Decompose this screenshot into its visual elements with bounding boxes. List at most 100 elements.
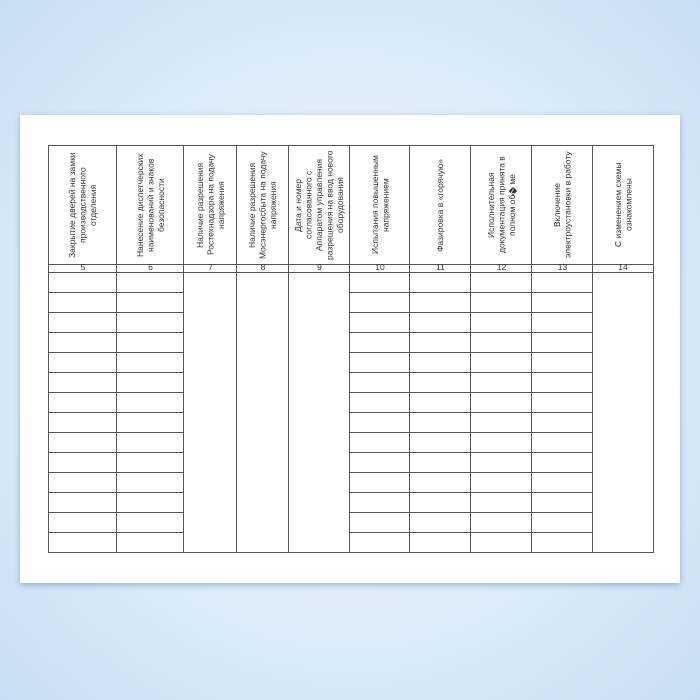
- column-header-text: Нанесение диспетчерских наименований и з…: [134, 153, 166, 257]
- column-number: 10: [350, 263, 410, 273]
- table-row-cell: [49, 433, 117, 453]
- column-body: [471, 273, 532, 553]
- table-row-cell: [49, 473, 117, 493]
- table-row-cell: [532, 373, 593, 393]
- table-row-cell: [117, 293, 184, 313]
- column-header: Закрытие дверей на замки производственно…: [49, 145, 117, 265]
- table-row-cell: [471, 333, 532, 353]
- table-row-cell: [471, 453, 532, 473]
- column-number: 13: [532, 263, 593, 273]
- table-row-cell: [410, 293, 471, 313]
- table-row-cell: [532, 473, 593, 493]
- column-number: 11: [410, 263, 471, 273]
- table-row-cell: [532, 533, 593, 552]
- column-header-text: Фазировка в «горячую»: [435, 158, 446, 252]
- table-column: Включение электроустановки в работу 13: [531, 145, 593, 553]
- column-number: 6: [117, 263, 184, 273]
- column-header: Исполнительная документация принята в по…: [471, 145, 532, 265]
- column-body: [410, 273, 471, 553]
- table-row-cell: [350, 453, 410, 473]
- table-row-cell: [49, 453, 117, 473]
- table-column: Дата и номер согласованного с Аппаратом …: [288, 145, 350, 553]
- table-row-cell: [410, 533, 471, 552]
- table-row-cell: [117, 473, 184, 493]
- table-row-cell: [410, 513, 471, 533]
- table-row-cell: [350, 373, 410, 393]
- table-row-cell: [532, 273, 593, 293]
- table-row-cell: [532, 513, 593, 533]
- column-header-text: Исполнительная документация принята в по…: [485, 156, 517, 254]
- table-row-cell: [532, 293, 593, 313]
- column-header-text: С изменением схемы ознакомлены: [612, 162, 634, 248]
- table-row-cell: [49, 513, 117, 533]
- table-row-cell: [471, 373, 532, 393]
- table-row-cell: [117, 313, 184, 333]
- table-row-cell: [410, 273, 471, 293]
- table-row-cell: [471, 433, 532, 453]
- table-row-cell: [532, 433, 593, 453]
- column-header-text: Дата и номер согласованного с Аппаратом …: [293, 150, 346, 260]
- column-header: Наличие разрешения Мосэнергосбыта на под…: [237, 145, 289, 265]
- table-row-cell: [471, 353, 532, 373]
- table-row-cell: [350, 293, 410, 313]
- table-column: С изменением схемы ознакомлены 14: [592, 145, 654, 553]
- table-row-cell: [350, 493, 410, 513]
- column-header: Дата и номер согласованного с Аппаратом …: [289, 145, 350, 265]
- table-row-cell: [532, 393, 593, 413]
- table-column: Закрытие дверей на замки производственно…: [48, 145, 117, 553]
- table-row-cell: [49, 273, 117, 293]
- column-number: 12: [471, 263, 532, 273]
- table-row-cell: [471, 473, 532, 493]
- table-row-cell: [410, 393, 471, 413]
- column-header-text: Закрытие дверей на замки производственно…: [67, 152, 99, 258]
- column-header: Включение электроустановки в работу: [532, 145, 593, 265]
- table-row-cell: [410, 473, 471, 493]
- table-row-cell: [471, 313, 532, 333]
- column-body: [184, 273, 237, 553]
- column-header: Наличие разрешения Ростехнадзора на пода…: [184, 145, 237, 265]
- table-row-cell: [471, 493, 532, 513]
- table-row-cell: [49, 533, 117, 552]
- table-row-cell: [350, 313, 410, 333]
- table-column: Испытания повышенным напряжением 10: [349, 145, 410, 553]
- table-row-cell: [49, 293, 117, 313]
- table-row-cell: [471, 273, 532, 293]
- table-row-cell: [410, 493, 471, 513]
- table-row-cell: [350, 273, 410, 293]
- table-row-cell: [117, 373, 184, 393]
- table-row-cell: [471, 393, 532, 413]
- table-row-cell: [350, 333, 410, 353]
- column-number: 7: [184, 263, 237, 273]
- column-header: Нанесение диспетчерских наименований и з…: [117, 145, 184, 265]
- table-row-cell: [532, 413, 593, 433]
- journal-page: Закрытие дверей на замки производственно…: [20, 115, 680, 583]
- column-number: 9: [289, 263, 350, 273]
- table-row-cell: [117, 433, 184, 453]
- column-body: [237, 273, 289, 553]
- table-row-cell: [117, 333, 184, 353]
- table-row-cell: [350, 353, 410, 373]
- column-body: [289, 273, 350, 553]
- column-body: [49, 273, 117, 553]
- table-row-cell: [117, 493, 184, 513]
- table-row-cell: [49, 373, 117, 393]
- table-row-cell: [350, 513, 410, 533]
- column-header-text: Наличие разрешения Ростехнадзора на пода…: [194, 154, 226, 256]
- column-body: [117, 273, 184, 553]
- table-row-cell: [49, 313, 117, 333]
- table-column: Наличие разрешения Ростехнадзора на пода…: [183, 145, 237, 553]
- column-header: Фазировка в «горячую»: [410, 145, 471, 265]
- table-column: Исполнительная документация принята в по…: [470, 145, 532, 553]
- table-row-cell: [49, 413, 117, 433]
- column-body: [532, 273, 593, 553]
- table-row-cell: [410, 333, 471, 353]
- table-row-cell: [471, 513, 532, 533]
- column-header-text: Включение электроустановки в работу: [552, 151, 573, 259]
- column-number: 8: [237, 263, 289, 273]
- table-row-cell: [350, 473, 410, 493]
- column-header: Испытания повышенным напряжением: [350, 145, 410, 265]
- column-header: С изменением схемы ознакомлены: [593, 145, 653, 265]
- table-row-cell: [117, 393, 184, 413]
- table-row-cell: [117, 513, 184, 533]
- table-row-cell: [350, 413, 410, 433]
